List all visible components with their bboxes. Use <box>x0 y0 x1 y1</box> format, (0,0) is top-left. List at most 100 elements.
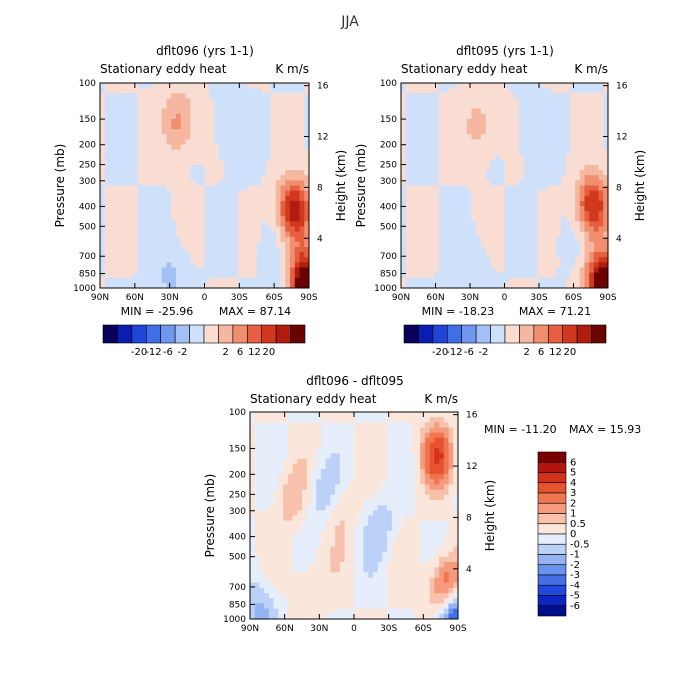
field-cell <box>325 437 331 444</box>
field-cell <box>405 93 411 99</box>
field-cell <box>266 252 272 258</box>
field-cell <box>368 479 374 486</box>
field-cell <box>509 149 515 156</box>
field-cell <box>443 180 449 187</box>
field-cell <box>325 541 331 548</box>
field-cell <box>377 453 383 460</box>
field-cell <box>433 98 440 105</box>
field-cell <box>285 185 291 192</box>
field-cell <box>410 124 416 130</box>
field-cell <box>271 267 277 274</box>
field-cell <box>471 282 477 288</box>
field-cell <box>100 282 106 288</box>
field-cell <box>266 231 272 238</box>
field-cell <box>424 422 431 429</box>
field-cell <box>466 180 473 187</box>
field-cell <box>185 93 191 99</box>
field-cell <box>147 88 153 94</box>
field-cell <box>546 93 553 99</box>
field-cell <box>297 541 303 548</box>
field-cell <box>199 206 206 212</box>
field-cell <box>420 510 426 517</box>
field-cell <box>443 448 450 454</box>
field-cell <box>570 88 576 94</box>
field-cell <box>528 200 534 207</box>
field-cell <box>109 175 115 181</box>
field-cell <box>589 170 595 176</box>
field-cell <box>285 134 291 140</box>
field-cell <box>299 252 305 258</box>
field-cell <box>490 216 496 222</box>
field-cell <box>410 432 417 439</box>
y-tick-label: 150 <box>79 115 96 125</box>
field-cell <box>259 484 265 491</box>
field-cell <box>377 551 383 558</box>
field-cell <box>401 272 407 279</box>
field-cell <box>363 479 369 486</box>
field-cell <box>252 149 258 156</box>
field-cell <box>542 98 548 105</box>
field-cell <box>570 221 576 228</box>
field-cell <box>448 103 454 110</box>
field-cell <box>214 118 220 125</box>
field-cell <box>152 221 158 228</box>
field-cell <box>218 252 225 258</box>
field-cell <box>424 515 431 522</box>
field-cell <box>495 206 501 212</box>
field-cell <box>214 236 220 243</box>
field-cell <box>377 510 383 517</box>
field-cell <box>453 437 458 444</box>
field-cell <box>133 257 139 263</box>
field-cell <box>292 546 298 553</box>
field-cell <box>209 149 215 156</box>
field-cell <box>171 124 177 130</box>
field-cell <box>278 536 284 542</box>
field-cell <box>570 108 576 115</box>
field-cell <box>495 113 501 120</box>
field-cell <box>448 159 454 166</box>
colorbar: -20-12 -6 -2 2 6 12 20 <box>403 324 607 358</box>
field-cell <box>490 185 496 192</box>
field-cell <box>119 154 125 161</box>
field-cell <box>434 489 440 496</box>
field-cell <box>123 170 130 176</box>
field-cell <box>180 83 187 89</box>
field-cell <box>528 185 534 192</box>
field-cell <box>499 282 506 288</box>
field-cell <box>537 175 543 181</box>
field-cell <box>142 118 149 125</box>
field-cell <box>453 505 458 511</box>
field-cell <box>438 247 444 253</box>
field-cell <box>157 108 163 115</box>
field-cell <box>302 494 308 501</box>
field-cell <box>438 139 444 146</box>
field-cell <box>109 262 115 269</box>
field-cell <box>335 551 341 558</box>
field-cell <box>603 252 608 258</box>
field-cell <box>138 118 144 125</box>
field-cell <box>504 113 510 120</box>
field-cell <box>252 262 258 269</box>
field-cell <box>304 124 309 130</box>
field-cell <box>579 113 586 120</box>
field-cell <box>406 546 412 553</box>
field-cell <box>471 113 477 120</box>
field-cell <box>266 93 272 99</box>
field-cell <box>138 257 144 263</box>
field-cell <box>438 185 444 192</box>
field-cell <box>266 175 272 181</box>
field-cell <box>363 484 369 491</box>
field-cell <box>218 93 225 99</box>
field-cell <box>532 124 539 130</box>
field-cell <box>584 247 590 253</box>
field-cell <box>104 226 111 233</box>
field-cell <box>316 531 322 537</box>
field-cell <box>204 180 210 187</box>
field-cell <box>452 262 459 269</box>
field-cell <box>290 170 296 176</box>
field-cell <box>443 505 450 511</box>
field-cell <box>306 422 313 429</box>
field-cell <box>223 88 229 94</box>
field-cell <box>391 510 398 517</box>
